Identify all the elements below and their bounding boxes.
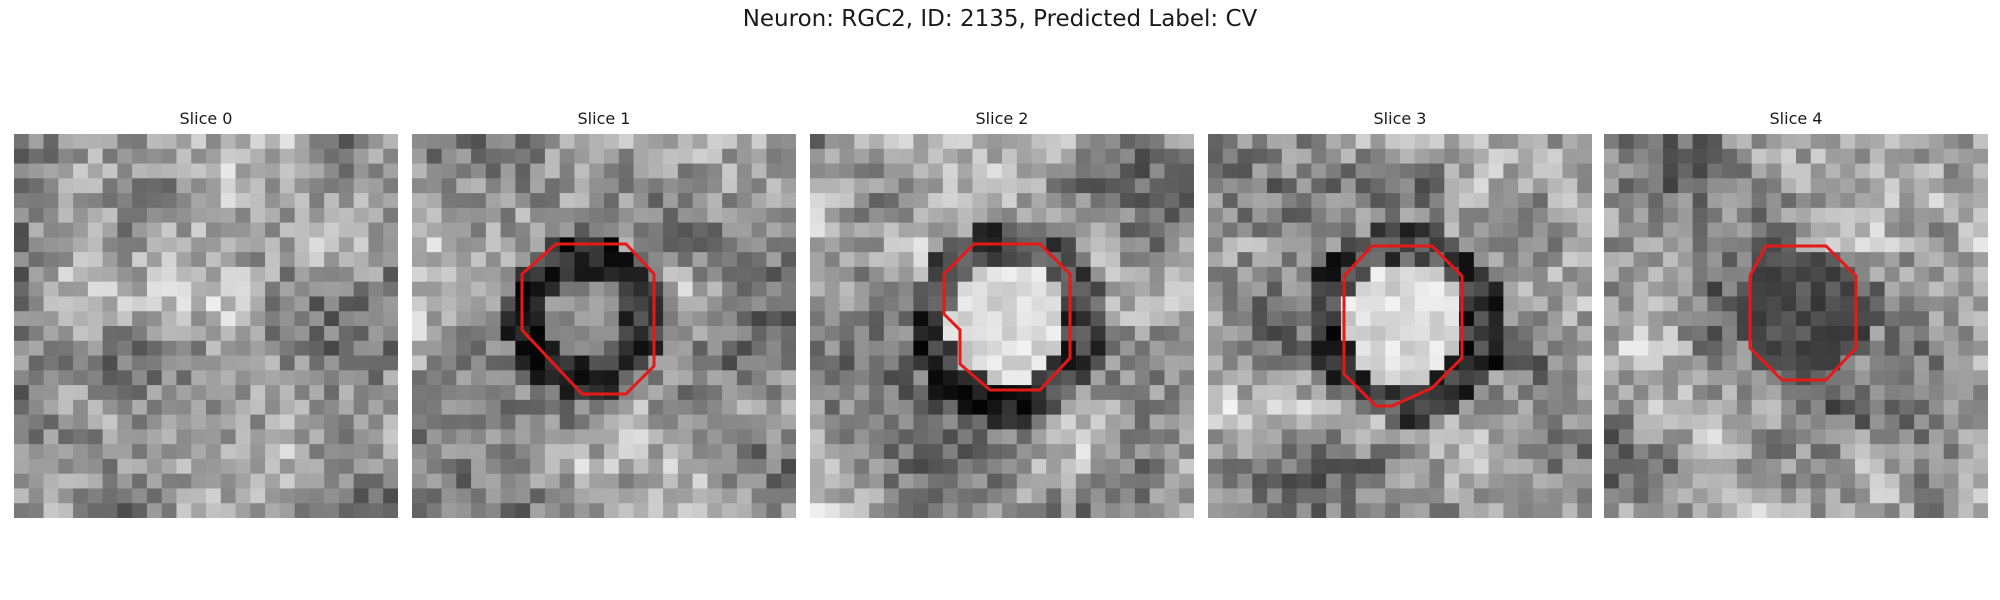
slice-image (1208, 134, 1592, 518)
slice-panel-4: Slice 4 (1604, 108, 1988, 518)
segmentation-contour (942, 242, 1072, 392)
segmentation-contour (520, 242, 656, 396)
slice-image (14, 134, 398, 518)
slice-title: Slice 3 (1373, 109, 1427, 128)
slice-image (1604, 134, 1988, 518)
segmentation-contour (1342, 244, 1464, 408)
slice-title: Slice 2 (975, 109, 1029, 128)
slice-image (412, 134, 796, 518)
figure-title: Neuron: RGC2, ID: 2135, Predicted Label:… (742, 6, 1258, 32)
slice-panel-3: Slice 3 (1208, 108, 1592, 518)
slice-title: Slice 4 (1769, 109, 1823, 128)
slice-panel-1: Slice 1 (412, 108, 796, 518)
slice-panel-0: Slice 0 (14, 108, 398, 518)
slice-title: Slice 0 (179, 109, 233, 128)
slice-title: Slice 1 (577, 109, 631, 128)
slice-panel-2: Slice 2 (810, 108, 1194, 518)
segmentation-contour (1748, 244, 1858, 382)
slice-image (810, 134, 1194, 518)
